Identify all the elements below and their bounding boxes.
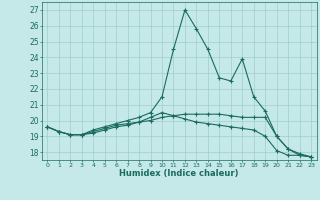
X-axis label: Humidex (Indice chaleur): Humidex (Indice chaleur)	[119, 169, 239, 178]
